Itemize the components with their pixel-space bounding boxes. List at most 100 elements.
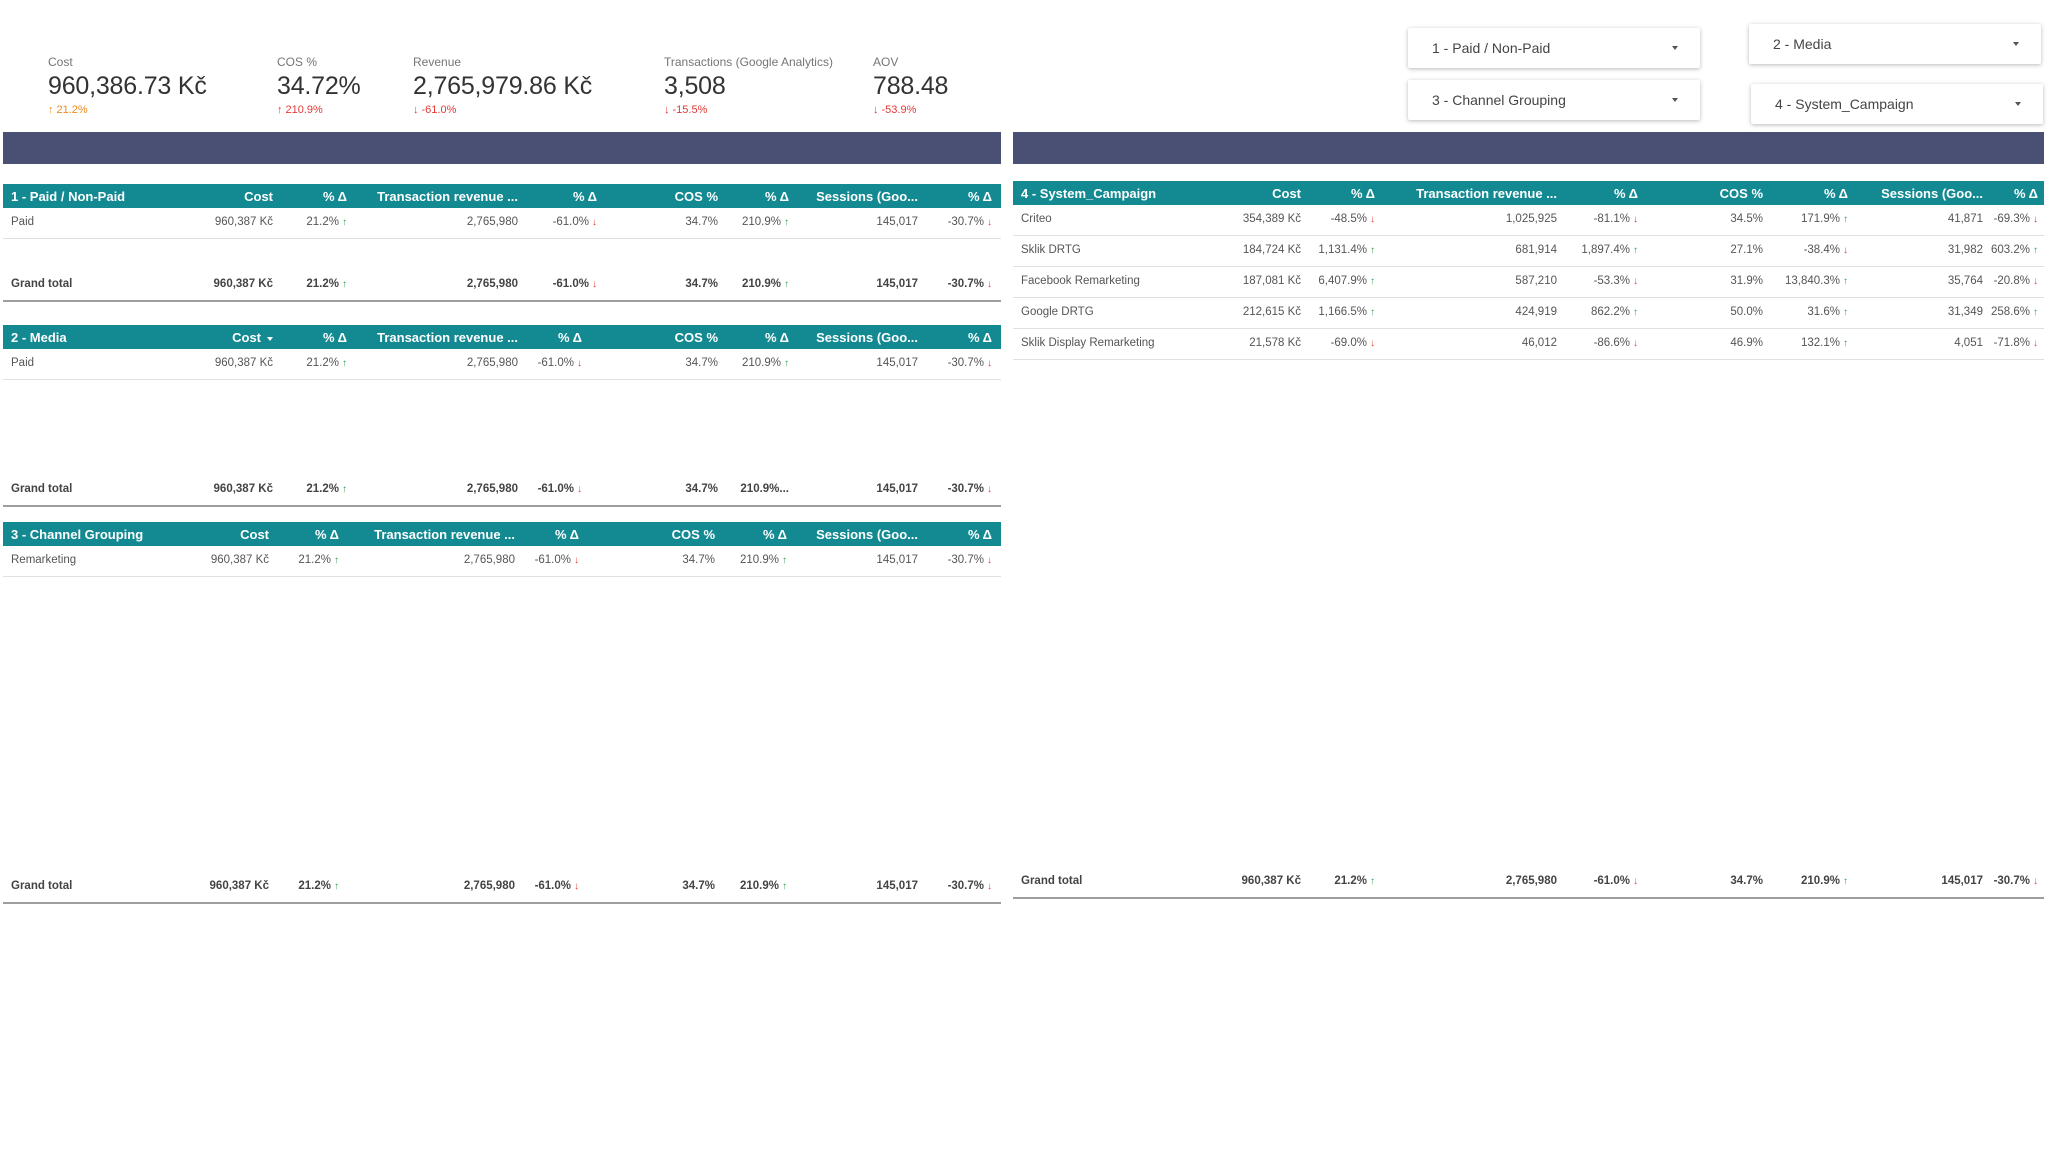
- arrow-down-icon: ↓: [1370, 214, 1375, 225]
- row-value: 35,764: [1853, 275, 1983, 287]
- sort-desc-icon: [267, 336, 273, 341]
- kpi-value: 2,765,979.86 Kč: [413, 72, 593, 100]
- arrow-up-icon: ↑: [2033, 307, 2038, 318]
- column-header[interactable]: % Δ: [723, 527, 787, 542]
- caret-down-icon: [1672, 98, 1678, 102]
- filter-channel-grouping[interactable]: 3 - Channel Grouping: [1408, 80, 1700, 120]
- column-header[interactable]: Cost: [183, 527, 269, 542]
- cell-value: 2,765,980: [466, 357, 518, 369]
- cell-value: 145,017: [876, 483, 918, 495]
- column-header[interactable]: % Δ: [1768, 186, 1848, 201]
- cell-value: 21.2%: [298, 880, 331, 892]
- row-value: 424,919: [1385, 306, 1557, 318]
- row-value: 603.2% ↑: [1988, 244, 2038, 256]
- column-header[interactable]: Transaction revenue ...: [343, 330, 518, 345]
- column-header[interactable]: Sessions (Goo...: [793, 527, 918, 542]
- arrow-up-icon: ↑: [782, 555, 787, 566]
- column-header[interactable]: % Δ: [733, 330, 789, 345]
- kpi-label: Transactions (Google Analytics): [664, 55, 833, 69]
- column-header[interactable]: % Δ: [1558, 186, 1638, 201]
- filter-media[interactable]: 2 - Media: [1749, 24, 2041, 64]
- column-header[interactable]: Sessions (Goo...: [793, 189, 918, 204]
- arrow-down-icon: ↓: [987, 881, 992, 892]
- column-header[interactable]: % Δ: [1303, 186, 1375, 201]
- filter-label: 1 - Paid / Non-Paid: [1432, 40, 1551, 56]
- column-header-label: % Δ: [967, 330, 992, 345]
- kpi-delta: ↓ -61.0%: [413, 104, 592, 116]
- row-value: 31,349: [1853, 306, 1983, 318]
- column-header[interactable]: Transaction revenue ...: [343, 189, 518, 204]
- row-value: 212,615 Kč: [1213, 306, 1301, 318]
- column-header-label: Transaction revenue ...: [377, 330, 518, 345]
- column-header[interactable]: % Δ: [928, 527, 992, 542]
- caret-down-icon: [2015, 102, 2021, 106]
- table-row[interactable]: Paid 960,387 Kč 21.2% ↑ 2,765,980 -61.0% ↓ 34.7…: [3, 349, 1001, 380]
- row-value: -38.4% ↓: [1768, 244, 1848, 256]
- column-header-label: % Δ: [762, 527, 787, 542]
- row-value: -61.0% ↓: [515, 554, 579, 566]
- table-row[interactable]: Sklik Display Remarketing 21,578 Kč -69.0%…: [1013, 329, 2044, 360]
- row-dimension: Google DRTG: [1021, 306, 1094, 318]
- table-row[interactable]: Criteo 354,389 Kč -48.5% ↓ 1,025,925 -81.1% ↓ 3…: [1013, 205, 2044, 236]
- arrow-down-icon: ↓: [987, 484, 992, 495]
- row-dimension: Sklik DRTG: [1021, 244, 1081, 256]
- column-header[interactable]: COS %: [623, 527, 715, 542]
- column-header[interactable]: Cost: [183, 189, 273, 204]
- cell-value: -48.5%: [1330, 213, 1367, 225]
- cell-value: -61.0%: [534, 554, 571, 566]
- column-header[interactable]: % Δ: [515, 527, 579, 542]
- column-header[interactable]: Sessions (Goo...: [793, 330, 918, 345]
- column-header[interactable]: Cost: [183, 330, 273, 345]
- table-row[interactable]: Remarketing 960,387 Kč 21.2% ↑ 2,765,980 -61.…: [3, 546, 1001, 577]
- row-dimension: Remarketing: [11, 554, 77, 566]
- row-value: -30.7% ↓: [928, 554, 992, 566]
- column-header[interactable]: % Δ: [1988, 186, 2038, 201]
- grand-total-value: 34.7%: [623, 880, 715, 892]
- column-header[interactable]: Transaction revenue ...: [343, 527, 515, 542]
- column-header-label: Transaction revenue ...: [377, 189, 518, 204]
- kpi-value: 3,508: [664, 72, 726, 100]
- header-band-left: [3, 132, 1001, 164]
- table-header: 1 - Paid / Non-Paid Cost% Δ Transaction re…: [3, 184, 1001, 208]
- table-row[interactable]: Sklik DRTG 184,724 Kč 1,131.4% ↑ 681,914 1,89…: [1013, 236, 2044, 267]
- column-header[interactable]: % Δ: [275, 527, 339, 542]
- column-header-label: COS %: [671, 527, 715, 542]
- table-row[interactable]: Google DRTG 212,615 Kč 1,166.5% ↑ 424,919 862…: [1013, 298, 2044, 329]
- cell-value: 2,765,980: [463, 880, 515, 892]
- column-header[interactable]: % Δ: [733, 189, 789, 204]
- column-header[interactable]: % Δ: [283, 330, 347, 345]
- grand-total-label: Grand total: [11, 880, 73, 892]
- column-header[interactable]: Cost: [1213, 186, 1301, 201]
- kpi-label: COS %: [277, 55, 318, 69]
- kpi-delta: ↑ 21.2%: [48, 104, 207, 116]
- kpi-value: 788.48: [873, 72, 949, 100]
- filter-system-campaign[interactable]: 4 - System_Campaign: [1751, 84, 2043, 124]
- column-header-label: Cost: [1272, 186, 1301, 201]
- column-header[interactable]: % Δ: [928, 189, 992, 204]
- column-header[interactable]: % Δ: [518, 330, 582, 345]
- grand-total-value: 21.2% ↑: [1303, 875, 1375, 887]
- column-header[interactable]: Sessions (Goo...: [1853, 186, 1983, 201]
- cell-value: -71.8%: [1993, 337, 2030, 349]
- cell-value: 34.7%: [685, 483, 718, 495]
- kpi-value: 34.72%: [277, 72, 361, 100]
- cell-value: 145,017: [876, 278, 918, 290]
- column-header-label: Cost: [244, 189, 273, 204]
- grand-total-value: 2,765,980: [343, 880, 515, 892]
- grand-total-value: -30.7% ↓: [1988, 875, 2038, 887]
- column-header[interactable]: Transaction revenue ...: [1385, 186, 1557, 201]
- column-header[interactable]: COS %: [623, 330, 718, 345]
- arrow-down-icon: ↓: [2033, 276, 2038, 287]
- column-header[interactable]: % Δ: [533, 189, 597, 204]
- column-header[interactable]: % Δ: [928, 330, 992, 345]
- column-header[interactable]: % Δ: [283, 189, 347, 204]
- row-value: 145,017: [793, 216, 918, 228]
- cell-value: 210.9%: [741, 278, 781, 290]
- cell-value: 21.2%: [306, 357, 339, 369]
- column-header[interactable]: COS %: [623, 189, 718, 204]
- filter-paid-nonpaid[interactable]: 1 - Paid / Non-Paid: [1408, 28, 1700, 68]
- row-value: 27.1%: [1653, 244, 1763, 256]
- table-row[interactable]: Facebook Remarketing 187,081 Kč 6,407.9% ↑ 5…: [1013, 267, 2044, 298]
- table-row[interactable]: Paid 960,387 Kč 21.2% ↑ 2,765,980 -61.0% ↓ 34.7…: [3, 208, 1001, 239]
- column-header[interactable]: COS %: [1653, 186, 1763, 201]
